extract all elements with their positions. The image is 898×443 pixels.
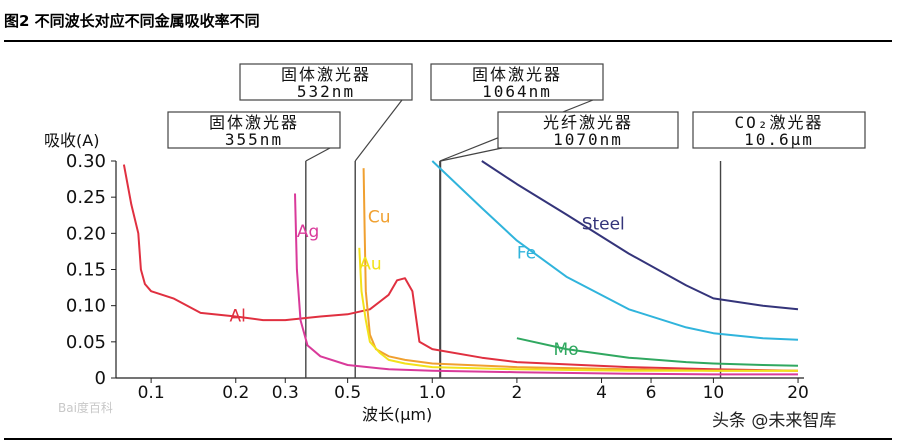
laser-callout-text: 1064nm xyxy=(482,82,552,101)
x-tick-label: 4 xyxy=(596,383,607,403)
series-line-al xyxy=(122,164,799,372)
series-label-au: Au xyxy=(359,255,381,275)
y-tick-label: 0.05 xyxy=(66,332,106,353)
x-tick-label: 0.1 xyxy=(138,383,165,403)
series-label-al: Al xyxy=(229,307,245,327)
laser-callout-box xyxy=(497,111,679,149)
laser-callout-text: 10.6μm xyxy=(744,130,814,149)
series-label-steel: Steel xyxy=(582,215,625,235)
series-line-fe xyxy=(431,160,799,341)
series-label-ag: Ag xyxy=(297,222,319,242)
series-line-cu xyxy=(362,168,798,372)
laser-callout-pointer xyxy=(354,99,403,162)
laser-callout-box xyxy=(430,63,604,101)
x-tick-label: 0.5 xyxy=(334,383,361,403)
laser-callout-pointer xyxy=(440,147,503,162)
top-rule xyxy=(4,40,892,42)
y-axis-title: 吸收(A) xyxy=(44,131,99,150)
x-tick-label: 2 xyxy=(511,383,522,403)
y-tick-label: 0.25 xyxy=(66,187,106,208)
series-line-mo xyxy=(516,337,799,367)
series-label-cu: Cu xyxy=(368,207,391,227)
y-tick-label: 0.20 xyxy=(66,223,106,244)
laser-callout-text: 1070nm xyxy=(553,130,623,149)
x-tick-label: 1.0 xyxy=(419,383,446,403)
laser-callout-text: 固体激光器 xyxy=(281,65,371,84)
baidu-watermark: Bai度百科 xyxy=(58,400,113,415)
laser-callout-text: CO₂激光器 xyxy=(735,113,824,132)
x-tick-label: 10 xyxy=(703,383,725,403)
series-label-fe: Fe xyxy=(517,244,536,264)
series-line-au xyxy=(358,247,798,372)
laser-callout-pointer xyxy=(305,147,331,162)
laser-callout-text: 固体激光器 xyxy=(209,113,299,132)
series-line-steel xyxy=(481,160,799,311)
bottom-rule xyxy=(4,438,892,440)
y-tick-label: 0.10 xyxy=(66,296,106,317)
x-tick-label: 20 xyxy=(787,383,809,403)
y-tick-label: 0.30 xyxy=(66,151,106,172)
series-line-ag xyxy=(294,193,798,376)
x-axis-title: 波长(μm) xyxy=(362,405,432,424)
laser-callout-text: 532nm xyxy=(297,82,355,101)
series-label-mo: Mo xyxy=(554,340,579,360)
laser-callout-text: 光纤激光器 xyxy=(543,113,633,132)
laser-callout-box xyxy=(167,111,341,149)
y-tick-label: 0 xyxy=(95,368,106,389)
y-tick-label: 0.15 xyxy=(66,260,106,281)
toutiao-watermark: 头条 @未来智库 xyxy=(712,411,836,431)
x-tick-label: 6 xyxy=(646,383,657,403)
laser-callout-text: 固体激光器 xyxy=(472,65,562,84)
laser-callout-box xyxy=(692,111,866,149)
x-tick-label: 0.2 xyxy=(222,383,249,403)
laser-callout-box xyxy=(239,63,413,101)
x-tick-label: 0.3 xyxy=(272,383,299,403)
figure-title: 图2 不同波长对应不同金属吸收率不同 xyxy=(4,12,260,30)
laser-callout-text: 355nm xyxy=(225,130,283,149)
